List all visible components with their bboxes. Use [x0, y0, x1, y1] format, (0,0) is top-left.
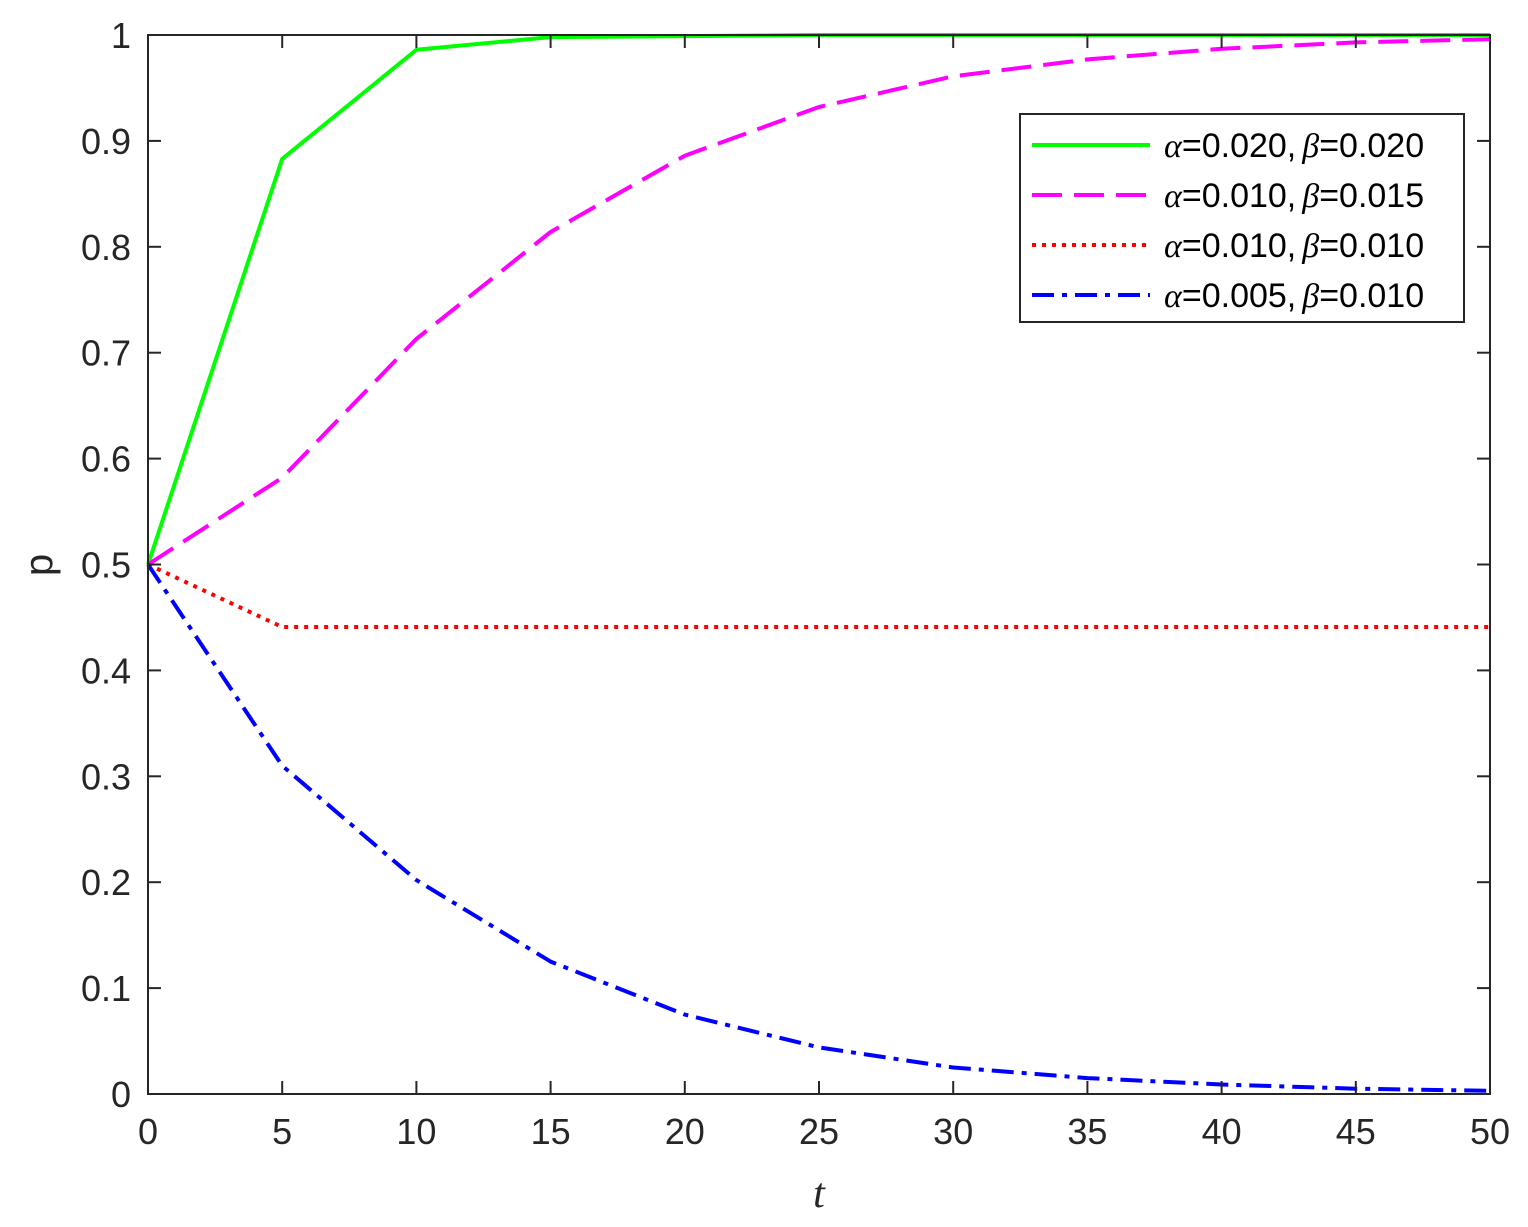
- beta-value: =0.010: [1319, 277, 1424, 315]
- beta-value: =0.010: [1319, 227, 1424, 265]
- beta-symbol: β: [1301, 278, 1319, 315]
- y-tick-label: 0: [111, 1074, 131, 1115]
- x-tick-label: 10: [396, 1111, 436, 1152]
- series-line-2: [146, 37, 1491, 567]
- y-axis-label: p: [17, 554, 61, 576]
- legend-label-1: α=0.020, β=0.020: [1164, 127, 1424, 165]
- y-tick-label: 0.6: [81, 439, 131, 480]
- x-tick-label: 40: [1202, 1111, 1242, 1152]
- y-tick-label: 1: [111, 15, 131, 56]
- beta-symbol: β: [1301, 128, 1319, 165]
- x-tick-label: 0: [138, 1111, 158, 1152]
- legend-box: [1019, 113, 1465, 323]
- alpha-value: =0.005,: [1182, 277, 1296, 315]
- ticks-layer: 0 5 10 15 20 25 30 35 40 45 50 0 0.1 0.2 0.3 0.4 0.5 0.6 0…: [81, 15, 1510, 1152]
- x-tick-label: 50: [1470, 1111, 1510, 1152]
- alpha-symbol: α: [1164, 128, 1183, 165]
- beta-value: =0.020: [1319, 127, 1424, 165]
- series-line-3: [147, 562, 1490, 629]
- legend-label-4: α=0.005, β=0.010: [1164, 277, 1424, 315]
- alpha-symbol: α: [1164, 228, 1183, 265]
- y-tick-label: 0.2: [81, 862, 131, 903]
- legend-label-3: α=0.010, β=0.010: [1164, 227, 1424, 265]
- alpha-symbol: α: [1164, 278, 1183, 315]
- y-tick-label: 0.5: [81, 545, 131, 586]
- y-tick-label: 0.8: [81, 227, 131, 268]
- x-tick-label: 5: [272, 1111, 292, 1152]
- y-tick-label: 0.3: [81, 756, 131, 797]
- y-tick-label: 0.4: [81, 650, 131, 691]
- y-tick-label: 0.7: [81, 333, 131, 374]
- legend-label-2: α=0.010, β=0.015: [1164, 177, 1424, 215]
- beta-value: =0.015: [1319, 177, 1424, 215]
- series-line-4: [146, 563, 1491, 1093]
- y-tick-label: 0.1: [81, 968, 131, 1009]
- x-tick-label: 30: [933, 1111, 973, 1152]
- x-tick-label: 45: [1336, 1111, 1376, 1152]
- plot-frame: [147, 34, 1491, 1095]
- x-axis-label: t: [813, 1171, 826, 1217]
- alpha-symbol: α: [1164, 178, 1183, 215]
- beta-symbol: β: [1301, 228, 1319, 265]
- beta-symbol: β: [1301, 178, 1319, 215]
- alpha-value: =0.010,: [1182, 227, 1296, 265]
- x-tick-label: 20: [665, 1111, 705, 1152]
- x-tick-label: 35: [1067, 1111, 1107, 1152]
- alpha-value: =0.010,: [1182, 177, 1296, 215]
- x-tick-label: 15: [531, 1111, 571, 1152]
- alpha-value: =0.020,: [1182, 127, 1296, 165]
- y-tick-label: 0.9: [81, 121, 131, 162]
- x-tick-label: 25: [799, 1111, 839, 1152]
